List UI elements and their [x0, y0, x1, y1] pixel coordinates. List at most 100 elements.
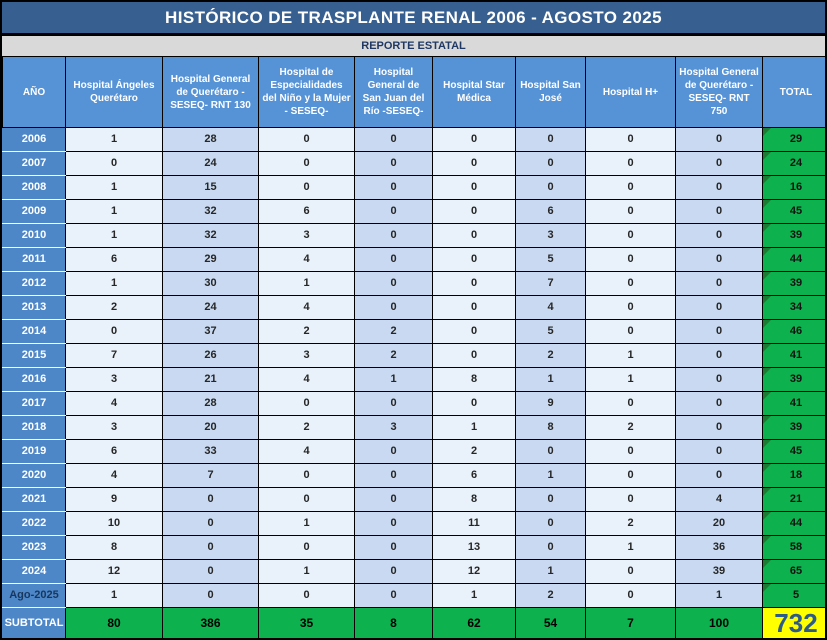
data-cell: 1: [515, 463, 586, 488]
data-cell: 29: [162, 247, 259, 272]
data-cell: 0: [432, 199, 516, 224]
data-cell: 1: [65, 271, 163, 296]
table-row: 2023 8 0 0 0 13 0 1 36 58: [2, 535, 825, 560]
table-row: 2009 1 32 6 0 0 6 0 0 45: [2, 199, 825, 224]
row-total-cell: 34: [762, 295, 825, 320]
data-cell: 0: [354, 295, 433, 320]
year-cell: 2011: [2, 247, 66, 272]
hospital-column-header: Hospital Ángeles Querétaro: [65, 56, 163, 128]
total-column-header: TOTAL: [762, 56, 825, 128]
data-cell: 4: [515, 295, 586, 320]
subtotal-cell: 8: [354, 607, 433, 638]
row-total-cell: 39: [762, 223, 825, 248]
data-cell: 0: [675, 415, 763, 440]
data-cell: 28: [162, 127, 259, 152]
data-cell: 0: [515, 535, 586, 560]
table-row: 2021 9 0 0 0 8 0 0 4 21: [2, 487, 825, 512]
data-cell: 0: [354, 199, 433, 224]
row-total-cell: 44: [762, 247, 825, 272]
subtotal-cell: 386: [162, 607, 259, 638]
data-cell: 0: [354, 463, 433, 488]
data-cell: 0: [515, 487, 586, 512]
data-cell: 7: [515, 271, 586, 296]
subtotal-row: SUBTOTAL 80 386 35 8 62 54 7 100 732: [2, 607, 825, 638]
data-cell: 2: [258, 319, 355, 344]
data-cell: 2: [258, 415, 355, 440]
data-cell: 0: [675, 343, 763, 368]
data-cell: 9: [65, 487, 163, 512]
data-cell: 1: [65, 583, 163, 608]
data-cell: 4: [65, 463, 163, 488]
year-cell: 2016: [2, 367, 66, 392]
data-cell: 20: [675, 511, 763, 536]
row-total-cell: 39: [762, 367, 825, 392]
row-total-cell: 45: [762, 439, 825, 464]
data-cell: 0: [354, 583, 433, 608]
year-cell: 2014: [2, 319, 66, 344]
data-cell: 0: [162, 487, 259, 512]
row-total-cell: 45: [762, 199, 825, 224]
data-cell: 0: [258, 535, 355, 560]
data-cell: 0: [258, 463, 355, 488]
data-cell: 0: [432, 223, 516, 248]
row-total-cell: 18: [762, 463, 825, 488]
data-cell: 2: [585, 511, 676, 536]
subtotal-label: SUBTOTAL: [2, 607, 66, 638]
data-cell: 3: [65, 415, 163, 440]
data-cell: 1: [65, 127, 163, 152]
row-total-cell: 41: [762, 343, 825, 368]
row-total-cell: 39: [762, 271, 825, 296]
data-cell: 0: [585, 223, 676, 248]
year-cell: 2023: [2, 535, 66, 560]
subtotal-cell: 80: [65, 607, 163, 638]
year-cell: 2020: [2, 463, 66, 488]
subtotal-cell: 100: [675, 607, 763, 638]
data-cell: 2: [515, 583, 586, 608]
data-cell: 8: [432, 367, 516, 392]
table-row: 2013 2 24 4 0 0 4 0 0 34: [2, 295, 825, 320]
data-cell: 4: [65, 391, 163, 416]
table-row: 2015 7 26 3 2 0 2 1 0 41: [2, 343, 825, 368]
year-cell: 2019: [2, 439, 66, 464]
data-cell: 0: [675, 295, 763, 320]
row-total-cell: 16: [762, 175, 825, 200]
data-cell: 0: [675, 151, 763, 176]
table-row: 2024 12 0 1 0 12 1 0 39 65: [2, 559, 825, 584]
data-cell: 5: [515, 319, 586, 344]
data-cell: 10: [65, 511, 163, 536]
data-cell: 0: [585, 151, 676, 176]
year-cell: 2013: [2, 295, 66, 320]
data-cell: 0: [432, 247, 516, 272]
data-cell: 1: [258, 271, 355, 296]
data-cell: 28: [162, 391, 259, 416]
data-cell: 1: [354, 367, 433, 392]
row-total-cell: 29: [762, 127, 825, 152]
data-cell: 0: [354, 151, 433, 176]
data-cell: 2: [585, 415, 676, 440]
data-cell: 0: [432, 295, 516, 320]
data-cell: 12: [65, 559, 163, 584]
data-cell: 0: [354, 535, 433, 560]
data-cell: 1: [585, 343, 676, 368]
data-cell: 0: [515, 511, 586, 536]
data-cell: 9: [515, 391, 586, 416]
data-cell: 24: [162, 151, 259, 176]
data-cell: 2: [515, 343, 586, 368]
hospital-column-header: Hospital de Especialidades del Niño y la…: [258, 56, 355, 128]
table-row: 2006 1 28 0 0 0 0 0 0 29: [2, 127, 825, 152]
data-cell: 0: [354, 439, 433, 464]
transplant-table: AÑO Hospital Ángeles Querétaro Hospital Ge…: [2, 56, 825, 638]
year-cell: 2015: [2, 343, 66, 368]
data-cell: 0: [585, 127, 676, 152]
data-cell: 0: [258, 583, 355, 608]
data-cell: 13: [432, 535, 516, 560]
data-cell: 0: [515, 439, 586, 464]
table-row: 2019 6 33 4 0 2 0 0 0 45: [2, 439, 825, 464]
data-cell: 0: [585, 319, 676, 344]
year-cell: 2018: [2, 415, 66, 440]
data-cell: 0: [585, 271, 676, 296]
data-cell: 3: [515, 223, 586, 248]
hospital-column-header: Hospital General de Querétaro - SESEQ- R…: [162, 56, 259, 128]
data-cell: 6: [65, 247, 163, 272]
data-cell: 2: [432, 439, 516, 464]
